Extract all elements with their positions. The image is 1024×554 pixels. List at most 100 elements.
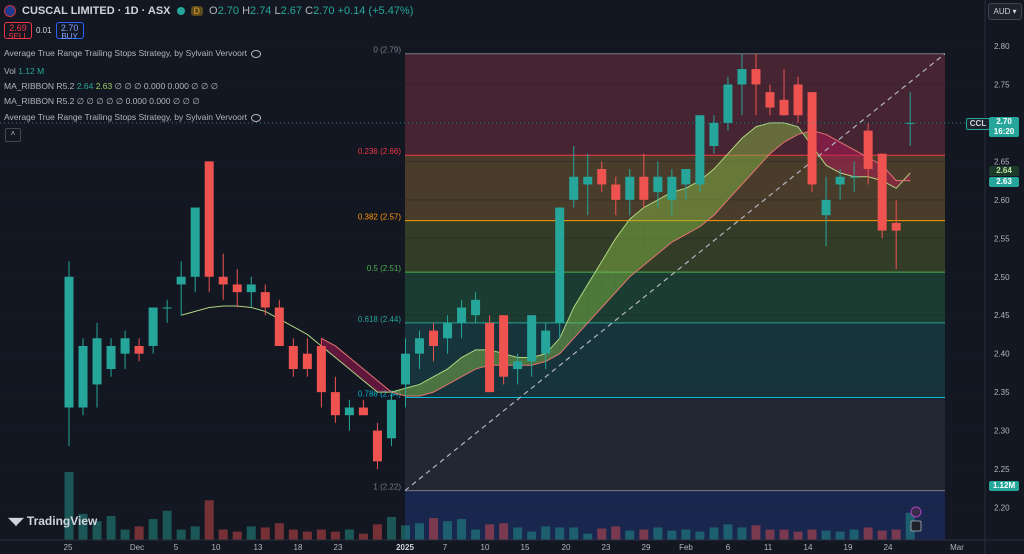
volume-bar [709,527,719,540]
price-axis[interactable]: 2.80 2.75 2.70 2.65 2.60 2.55 2.50 2.45 2.40 2.35… [984,0,1010,554]
ribbon-1-value-2: 2.63 [95,81,113,91]
candle-body [246,284,256,293]
volume-bar [793,531,803,540]
candle-body [611,184,621,200]
price-tick-label: 2.80 [994,42,1010,51]
volume-bar [653,527,663,540]
australia-flag-icon [4,5,16,17]
ribbon-fill [419,376,434,396]
candle-body [835,176,845,185]
volume-bar [877,530,887,540]
market-status-icon[interactable] [176,7,185,15]
candle-body [639,176,649,200]
price-tick-label: 2.30 [994,427,1010,436]
volume-bar [372,524,382,540]
candle-body [288,345,298,370]
indicator-ribbon-2[interactable]: MA_RIBBON R5.2 ∅ ∅ ∅ ∅ ∅ 0.000 0.000 ∅ ∅… [4,96,200,107]
volume-bar [555,527,565,540]
volume-bar [386,517,396,540]
candle-body [302,353,312,370]
currency-button[interactable]: AUD ▾ [988,3,1022,20]
candle-body [190,207,200,277]
candle-body [765,92,775,108]
volume-bars [64,472,915,540]
volume-bar [723,524,733,540]
volume-bar [120,529,130,540]
ribbon-fill [643,199,658,266]
volume-bar [639,529,649,540]
candle-body [218,276,228,285]
candle-body [695,115,705,185]
fibonacci-levels: 0 (2.79) 0.236 (2.66) 0.382 (2.57) 0.5 (2.5… [358,46,945,492]
volume-bar [457,519,467,540]
candle-body [569,176,579,200]
tradingview-logo[interactable]: ◥◤ TradingView [8,514,97,528]
symbol-title[interactable]: CUSCAL LIMITED · 1D · ASX [22,5,171,17]
ribbon-2-label: MA_RIBBON R5.2 [4,96,75,106]
fib-level-label: 0.382 (2.57) [358,213,401,222]
candle-body [92,338,102,385]
indicator-ribbon-1[interactable]: MA_RIBBON R5.2 2.64 2.63 ∅ ∅ ∅ 0.000 0.0… [4,81,218,92]
volume-bar [134,526,144,540]
indicator-atr-1[interactable]: Average True Range Trailing Stops Strate… [4,48,262,58]
volume-bar [681,529,691,540]
time-tick-label: 2025 [396,543,414,552]
volume-bar [232,531,242,540]
price-tick-label: 2.55 [994,234,1010,243]
hidden-eye-icon[interactable] [251,49,262,58]
candle-body [723,84,733,123]
buy-button[interactable]: 2.70 BUY [55,22,84,41]
volume-bar [807,529,817,540]
bar-countdown: 16:20 [993,127,1015,136]
indicator-atr-2-label: Average True Range Trailing Stops Strate… [4,112,248,122]
ribbon-fill [587,261,602,323]
fib-level-label: 0.618 (2.44) [358,315,401,324]
candle-body [625,176,635,200]
ribbon-fill [713,153,728,216]
fibonacci-retracement-bands [405,53,945,540]
time-tick-label: 15 [521,543,530,552]
volume-bar [429,518,439,540]
candle-body [583,176,593,185]
time-axis[interactable]: 25 Dec 5 10 13 18 23 2025 7 10 15 20 23 29 Feb 6 11 14 19 2… [0,539,1024,552]
time-tick-label: 18 [294,543,303,552]
ribbon-fill [770,122,785,154]
volume-bar [891,529,901,540]
volume-bar [541,526,551,540]
ribbon-1-label: MA_RIBBON R5.2 [4,81,75,91]
spread-value: 0.01 [36,26,52,35]
ohlc-values: O2.70 H2.74 L2.67 C2.70 +0.14 (+5.47%) [209,5,413,17]
open-value: 2.70 [217,5,239,17]
ribbon-2-values: ∅ ∅ ∅ ∅ ∅ 0.000 0.000 ∅ ∅ ∅ [76,96,200,106]
ribbon-fill [657,192,672,254]
ribbon-fill [433,369,448,393]
volume-bar [148,519,158,540]
volume-bar [597,528,607,540]
earnings-event-icon [910,520,922,532]
volume-bar [204,500,214,540]
lightning-event-icon [910,506,922,518]
hidden-eye-icon[interactable] [251,113,262,122]
candle-body [863,130,873,170]
volume-bar [667,530,677,540]
fib-level-label: 0.786 (2.34) [358,390,401,399]
collapse-legend-button[interactable]: ˄ [5,128,21,142]
candle-body [344,407,354,416]
volume-bar [583,533,593,540]
candle-body [877,153,887,231]
candle-body [667,176,677,200]
time-tick-label: 6 [726,543,731,552]
sell-button[interactable]: 2.69 SELL [4,22,32,41]
volume-bar [358,533,368,540]
indicator-atr-2[interactable]: Average True Range Trailing Stops Strate… [4,112,262,122]
volume-bar [344,529,354,540]
data-badge[interactable]: D [190,6,204,16]
indicator-volume[interactable]: Vol 1.12 M [4,66,44,76]
candle-body [821,199,831,216]
candle-body [386,399,396,439]
volume-price-label: 1.12M [989,481,1019,491]
tv-logo-icon: ◥◤ [8,515,24,528]
candle-body [204,161,214,277]
candle-body [372,430,382,462]
